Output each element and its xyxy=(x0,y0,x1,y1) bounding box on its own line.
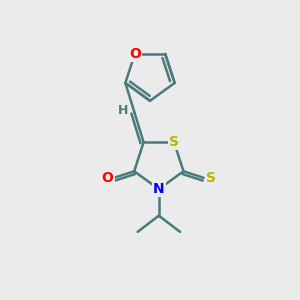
Text: O: O xyxy=(129,47,141,61)
Text: H: H xyxy=(118,104,128,117)
Text: S: S xyxy=(169,135,179,149)
Text: N: N xyxy=(153,182,165,196)
Text: S: S xyxy=(206,171,216,185)
Text: O: O xyxy=(102,171,113,185)
